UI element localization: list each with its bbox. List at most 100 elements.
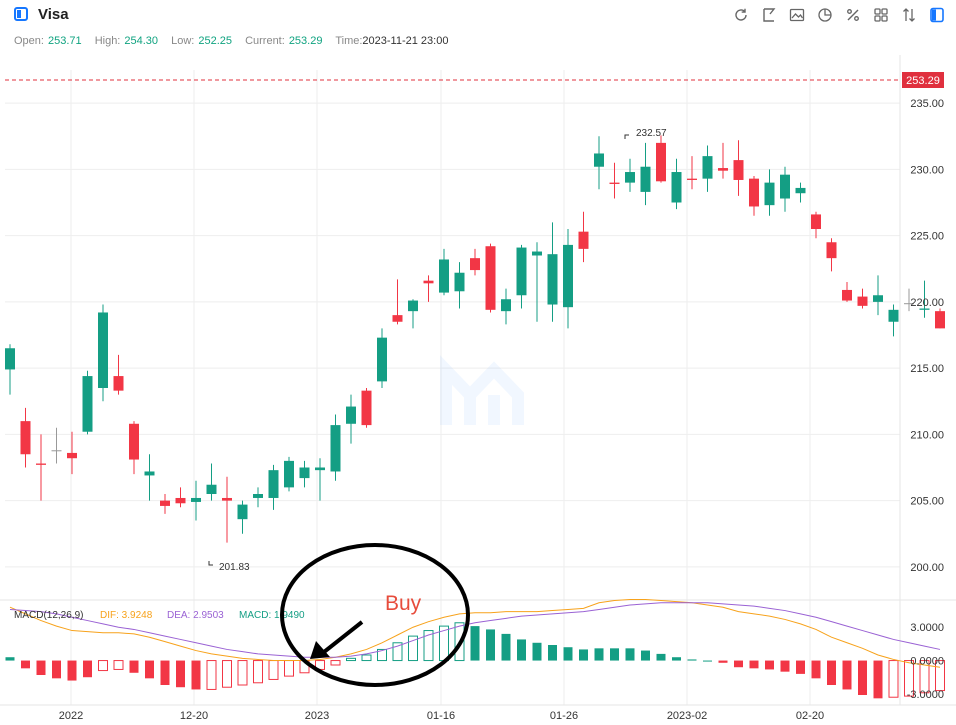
candle (470, 248, 480, 276)
candle (408, 299, 418, 329)
time-tick-label: 2022 (59, 710, 83, 722)
candle-body (563, 244, 573, 308)
macd-bar (176, 660, 185, 688)
macd-bar (749, 660, 759, 669)
buy-arrow (322, 620, 364, 654)
candle-body (377, 337, 387, 382)
macd-bar (703, 660, 712, 662)
chart-header: Visa (0, 0, 956, 28)
candle-body (113, 376, 124, 391)
candle-body (129, 423, 139, 460)
candle-body (780, 174, 790, 199)
buy-circle (280, 543, 470, 687)
candle-body (454, 272, 465, 292)
candle (237, 500, 248, 534)
candle (315, 458, 325, 501)
macd-bar (796, 660, 805, 674)
candle-body (268, 470, 279, 498)
low-marker-label: 201.83 (219, 562, 250, 573)
macd-bar (191, 660, 201, 690)
time-tick-label: 2023-02 (667, 710, 707, 722)
picture-icon[interactable] (786, 4, 808, 26)
candle (377, 328, 387, 388)
grid-icon[interactable] (870, 4, 892, 26)
macd-bar (765, 660, 774, 670)
time-tick-label: 2023 (305, 710, 329, 722)
price-tick-label: 215.00 (910, 363, 944, 375)
macd-bar (625, 648, 635, 661)
candle-body (20, 421, 31, 455)
price-tick-label: 235.00 (910, 98, 944, 110)
high-label: High: (94, 35, 121, 47)
dif-line (9, 598, 941, 668)
candle-body (501, 299, 511, 312)
macd-bar (36, 660, 46, 675)
candle-body (408, 300, 418, 312)
macd-bar (548, 645, 557, 661)
macd-bar (888, 660, 899, 698)
buy-annotation: Buy (280, 543, 470, 687)
macd-bar (52, 660, 61, 679)
panel-icon[interactable] (926, 4, 948, 26)
percent-icon[interactable] (842, 4, 864, 26)
macd-bar (563, 647, 573, 661)
candle (485, 243, 496, 313)
candle (609, 162, 620, 199)
candle (129, 421, 139, 475)
candle (873, 275, 883, 316)
last-price-label: 253.29 (906, 75, 940, 87)
current-value: 253.29 (288, 35, 323, 47)
macd-tick-label: 3.0000 (910, 622, 944, 634)
candle (718, 142, 728, 179)
candle (764, 169, 775, 216)
macd-bar (423, 630, 434, 662)
candle (98, 304, 108, 402)
candle-body (640, 166, 651, 192)
candle-body (935, 311, 945, 329)
candle-body (842, 289, 852, 301)
sort-icon[interactable] (898, 4, 920, 26)
candle (191, 480, 201, 521)
candle (547, 222, 558, 322)
extreme-labels: 232.57 201.83 (208, 128, 667, 573)
candle-body (485, 246, 496, 310)
price-chart[interactable]: 235.00 230.00 225.00 220.00 215.00 210.00 205.… (0, 55, 956, 725)
macd-bar (656, 653, 666, 661)
candle (175, 487, 186, 508)
panel-toggle-icon[interactable] (14, 7, 28, 21)
refresh-icon[interactable] (730, 4, 752, 26)
candle-body (625, 172, 635, 183)
candle-body (547, 254, 558, 305)
price-tick-label: 200.00 (910, 562, 944, 574)
draw-line-icon[interactable] (758, 4, 780, 26)
candle (423, 275, 434, 302)
pie-icon[interactable] (814, 4, 836, 26)
macd-tick-label: 0.0000 (910, 656, 944, 668)
macd-axis: 3.0000 0.0000 -3.0000 (907, 622, 944, 701)
candle-body (919, 308, 930, 310)
ohlc-readout: Open: 253.71 High: 254.30 Low: 252.25 Curre… (14, 35, 448, 47)
candle (625, 158, 635, 192)
candle (702, 145, 713, 192)
macd-bar (253, 660, 263, 684)
macd-bar (935, 660, 945, 692)
candle (857, 288, 868, 309)
candle (594, 136, 604, 190)
time-label: Time: (335, 35, 363, 47)
candle-body (206, 484, 217, 494)
candle-body (299, 467, 310, 479)
macd-bar (672, 657, 681, 661)
candle-body (284, 460, 294, 488)
candle (935, 308, 945, 329)
candle-body (346, 406, 356, 424)
price-tick-label: 220.00 (910, 297, 944, 309)
open-label: Open: (14, 35, 44, 47)
candle-body (656, 142, 666, 182)
time-axis: 2022 12-20 2023 01-16 01-26 2023-02 02-20 (59, 710, 824, 722)
candle (361, 388, 372, 428)
candle-body (702, 156, 713, 179)
candle-body (857, 296, 868, 306)
candle-body (67, 452, 77, 459)
candle (330, 414, 341, 481)
candle-body (392, 315, 403, 322)
